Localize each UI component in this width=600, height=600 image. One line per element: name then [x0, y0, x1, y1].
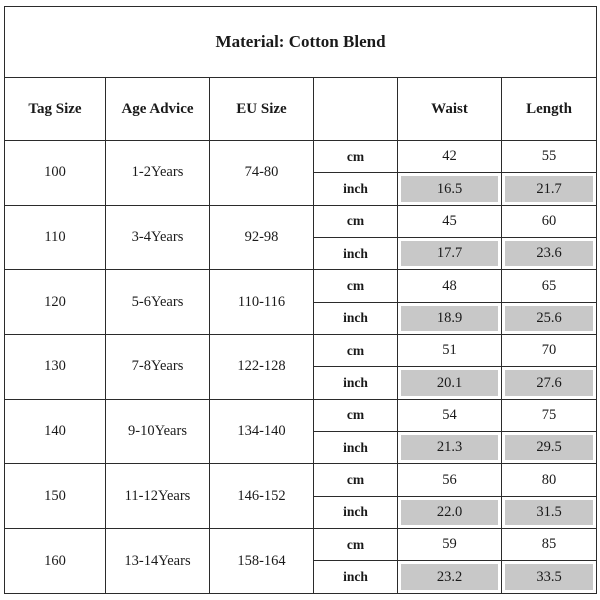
eu-size-cell: 110-116: [209, 269, 314, 336]
header-eu-size: EU Size: [209, 77, 314, 141]
header-waist: Waist: [397, 77, 502, 141]
unit-inch-cell: inch: [313, 301, 398, 336]
age-advice-cell: 1-2Years: [105, 140, 210, 206]
material-title: Material: Cotton Blend: [3, 6, 598, 78]
eu-size-cell: 74-80: [209, 140, 314, 206]
length-cm-cell: 80: [500, 463, 598, 497]
tag-size-cell: 120: [4, 269, 106, 336]
tag-size-cell: 130: [4, 334, 106, 400]
length-cm-cell: 75: [500, 398, 598, 433]
waist-cm-cell: 51: [397, 334, 502, 368]
table-row-inch: inch 22.0 31.5: [5, 495, 598, 530]
table-row-cm: 160 13-14Years 158-164 cm 59 85: [4, 528, 598, 594]
eu-size-cell: 122-128: [209, 334, 314, 400]
unit-cm-cell: cm: [313, 204, 398, 239]
eu-size-cell: 158-164: [209, 528, 314, 594]
age-advice-cell: 11-12Years: [105, 463, 210, 530]
length-inch-cell: 23.6: [500, 237, 598, 271]
waist-cm-cell: 48: [397, 269, 502, 303]
length-inch-cell: 21.7: [500, 172, 598, 206]
table-row-cm: 150 11-12Years 146-152 cm 56 80: [4, 463, 598, 530]
waist-inch-cell: 20.1: [397, 366, 502, 400]
waist-inch-cell: 22.0: [397, 495, 502, 530]
age-advice-cell: 9-10Years: [105, 398, 210, 465]
table-row-inch: inch 23.2 33.5: [5, 560, 598, 594]
unit-cm-cell: cm: [313, 463, 398, 497]
unit-cm-cell: cm: [313, 398, 398, 433]
unit-cm-cell: cm: [313, 334, 398, 368]
age-advice-cell: 13-14Years: [105, 528, 210, 594]
length-cm-cell: 55: [500, 139, 598, 174]
waist-inch-cell: 21.3: [397, 431, 502, 465]
table-row-inch: inch 17.7 23.6: [5, 237, 598, 271]
waist-cm-cell: 59: [397, 528, 502, 562]
length-inch-cell: 29.5: [500, 431, 598, 465]
eu-size-cell: 92-98: [209, 204, 314, 271]
eu-size-cell: 134-140: [209, 398, 314, 465]
table-row-cm: 100 1-2Years 74-80 cm 42 55: [4, 139, 598, 206]
size-chart-table: Material: Cotton Blend Tag Size Age Advi…: [3, 6, 598, 594]
header-unit: [313, 77, 398, 141]
table-row-cm: 110 3-4Years 92-98 cm 45 60: [4, 204, 598, 271]
table-row-cm: 120 5-6Years 110-116 cm 48 65: [4, 269, 598, 336]
unit-inch-cell: inch: [313, 366, 398, 400]
length-cm-cell: 85: [500, 528, 598, 562]
waist-cm-cell: 54: [397, 398, 502, 433]
eu-size-cell: 146-152: [209, 463, 314, 530]
tag-size-cell: 160: [4, 528, 106, 594]
length-cm-cell: 60: [500, 204, 598, 239]
table-row-inch: inch 21.3 29.5: [5, 431, 598, 465]
length-cm-cell: 70: [500, 334, 598, 368]
waist-cm-cell: 56: [397, 463, 502, 497]
waist-inch-cell: 17.7: [397, 237, 502, 271]
tag-size-cell: 150: [4, 463, 106, 530]
table-row-cm: 130 7-8Years 122-128 cm 51 70: [4, 334, 598, 400]
tag-size-cell: 100: [4, 140, 106, 206]
age-advice-cell: 7-8Years: [105, 334, 210, 400]
tag-size-cell: 110: [4, 204, 106, 271]
unit-cm-cell: cm: [313, 269, 398, 303]
age-advice-cell: 3-4Years: [105, 204, 210, 271]
waist-inch-cell: 23.2: [397, 560, 502, 594]
table-row-inch: inch 20.1 27.6: [5, 366, 598, 400]
length-cm-cell: 65: [500, 269, 598, 303]
table-row-cm: 140 9-10Years 134-140 cm 54 75: [4, 398, 598, 465]
unit-inch-cell: inch: [313, 495, 398, 530]
waist-cm-cell: 42: [397, 139, 502, 174]
length-inch-cell: 31.5: [500, 495, 598, 530]
unit-inch-cell: inch: [313, 237, 398, 271]
unit-inch-cell: inch: [313, 560, 398, 594]
unit-inch-cell: inch: [313, 431, 398, 465]
header-length: Length: [500, 77, 598, 141]
length-inch-cell: 25.6: [500, 301, 598, 336]
size-rows: 100 1-2Years 74-80 cm 42 55 inch 16.5 21.7 110 3-4…: [4, 139, 598, 594]
unit-inch-cell: inch: [313, 172, 398, 206]
table-row-inch: inch 16.5 21.7: [5, 172, 598, 206]
header-tag-size: Tag Size: [4, 77, 106, 141]
unit-cm-cell: cm: [313, 528, 398, 562]
waist-cm-cell: 45: [397, 204, 502, 239]
waist-inch-cell: 18.9: [397, 301, 502, 336]
table-row-inch: inch 18.9 25.6: [5, 301, 598, 336]
unit-cm-cell: cm: [313, 139, 398, 174]
age-advice-cell: 5-6Years: [105, 269, 210, 336]
header-age-advice: Age Advice: [105, 77, 210, 141]
length-inch-cell: 33.5: [500, 560, 598, 594]
length-inch-cell: 27.6: [500, 366, 598, 400]
waist-inch-cell: 16.5: [397, 172, 502, 206]
tag-size-cell: 140: [4, 398, 106, 465]
